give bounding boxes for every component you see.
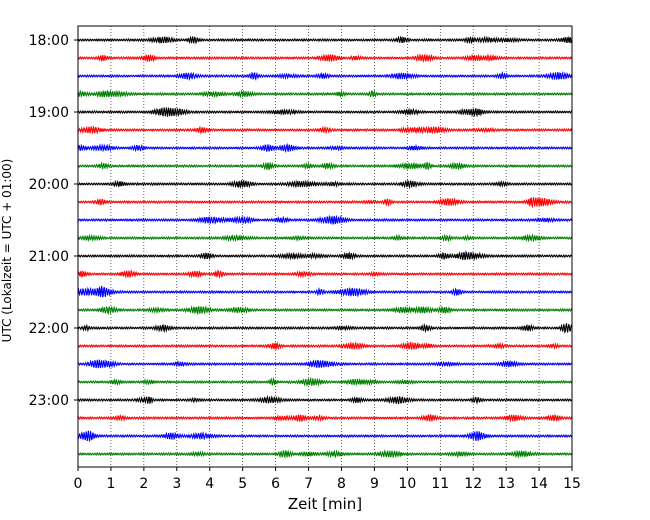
seismogram-trace [77,305,573,316]
seismogram-trace [77,179,573,190]
x-axis-label: Zeit [min] [288,495,362,513]
x-tick-label: 2 [139,476,148,492]
seismogram-trace [77,359,573,369]
x-tick-label: 8 [337,476,346,492]
x-tick-label: 3 [172,476,181,492]
x-tick-label: 11 [431,476,449,492]
x-tick-label: 0 [74,476,83,492]
trace-group [77,35,573,459]
y-axis-label: UTC (Lokalzeit = UTC + 01:00) [0,159,14,343]
x-tick-label: 7 [304,476,313,492]
seismogram-trace [77,214,573,225]
seismogram-trace [77,322,573,335]
seismogram-trace [77,53,573,64]
seismogram-trace [77,413,573,423]
seismogram-trace [77,250,573,261]
seismogram-trace [77,89,573,99]
x-tick-label: 1 [106,476,115,492]
x-tick-label: 10 [398,476,416,492]
seismogram-trace [77,430,573,442]
seismogram-trace [77,233,573,243]
plot-frame [77,25,573,468]
x-tick-label: 13 [497,476,515,492]
seismogram-trace [77,269,573,279]
x-tick-label: 9 [370,476,379,492]
seismogram-trace [77,124,573,135]
y-tick-label: 20:00 [29,177,69,193]
x-tick-label: 6 [271,476,280,492]
seismogram-trace [77,142,573,154]
seismogram-trace [77,35,573,45]
x-tick-label: 15 [563,476,581,492]
x-tick-label: 5 [238,476,247,492]
x-tick-label: 14 [530,476,548,492]
y-tick-label: 18:00 [29,33,69,49]
x-tick-label: 12 [464,476,482,492]
y-tick-label: 23:00 [29,393,69,409]
seismogram-trace [77,161,573,171]
seismogram-trace [77,376,573,387]
y-axis: 18:00 19:00 20:00 21:00 22:00 23:00 [29,33,78,409]
y-tick-label: 22:00 [29,321,69,337]
seismogram-trace [77,394,573,405]
seismogram-trace [77,107,573,118]
seismogram-trace [77,197,573,209]
seismogram-trace [77,285,573,298]
y-tick-label: 21:00 [29,249,69,265]
seismogram-trace [77,70,573,82]
seismogram-trace [77,448,573,459]
x-axis: 0 1 2 3 4 5 6 7 8 9 10 11 12 13 14 15 [74,467,581,492]
seismogram-trace [77,341,573,351]
x-tick-label: 4 [205,476,214,492]
y-tick-label: 19:00 [29,105,69,121]
